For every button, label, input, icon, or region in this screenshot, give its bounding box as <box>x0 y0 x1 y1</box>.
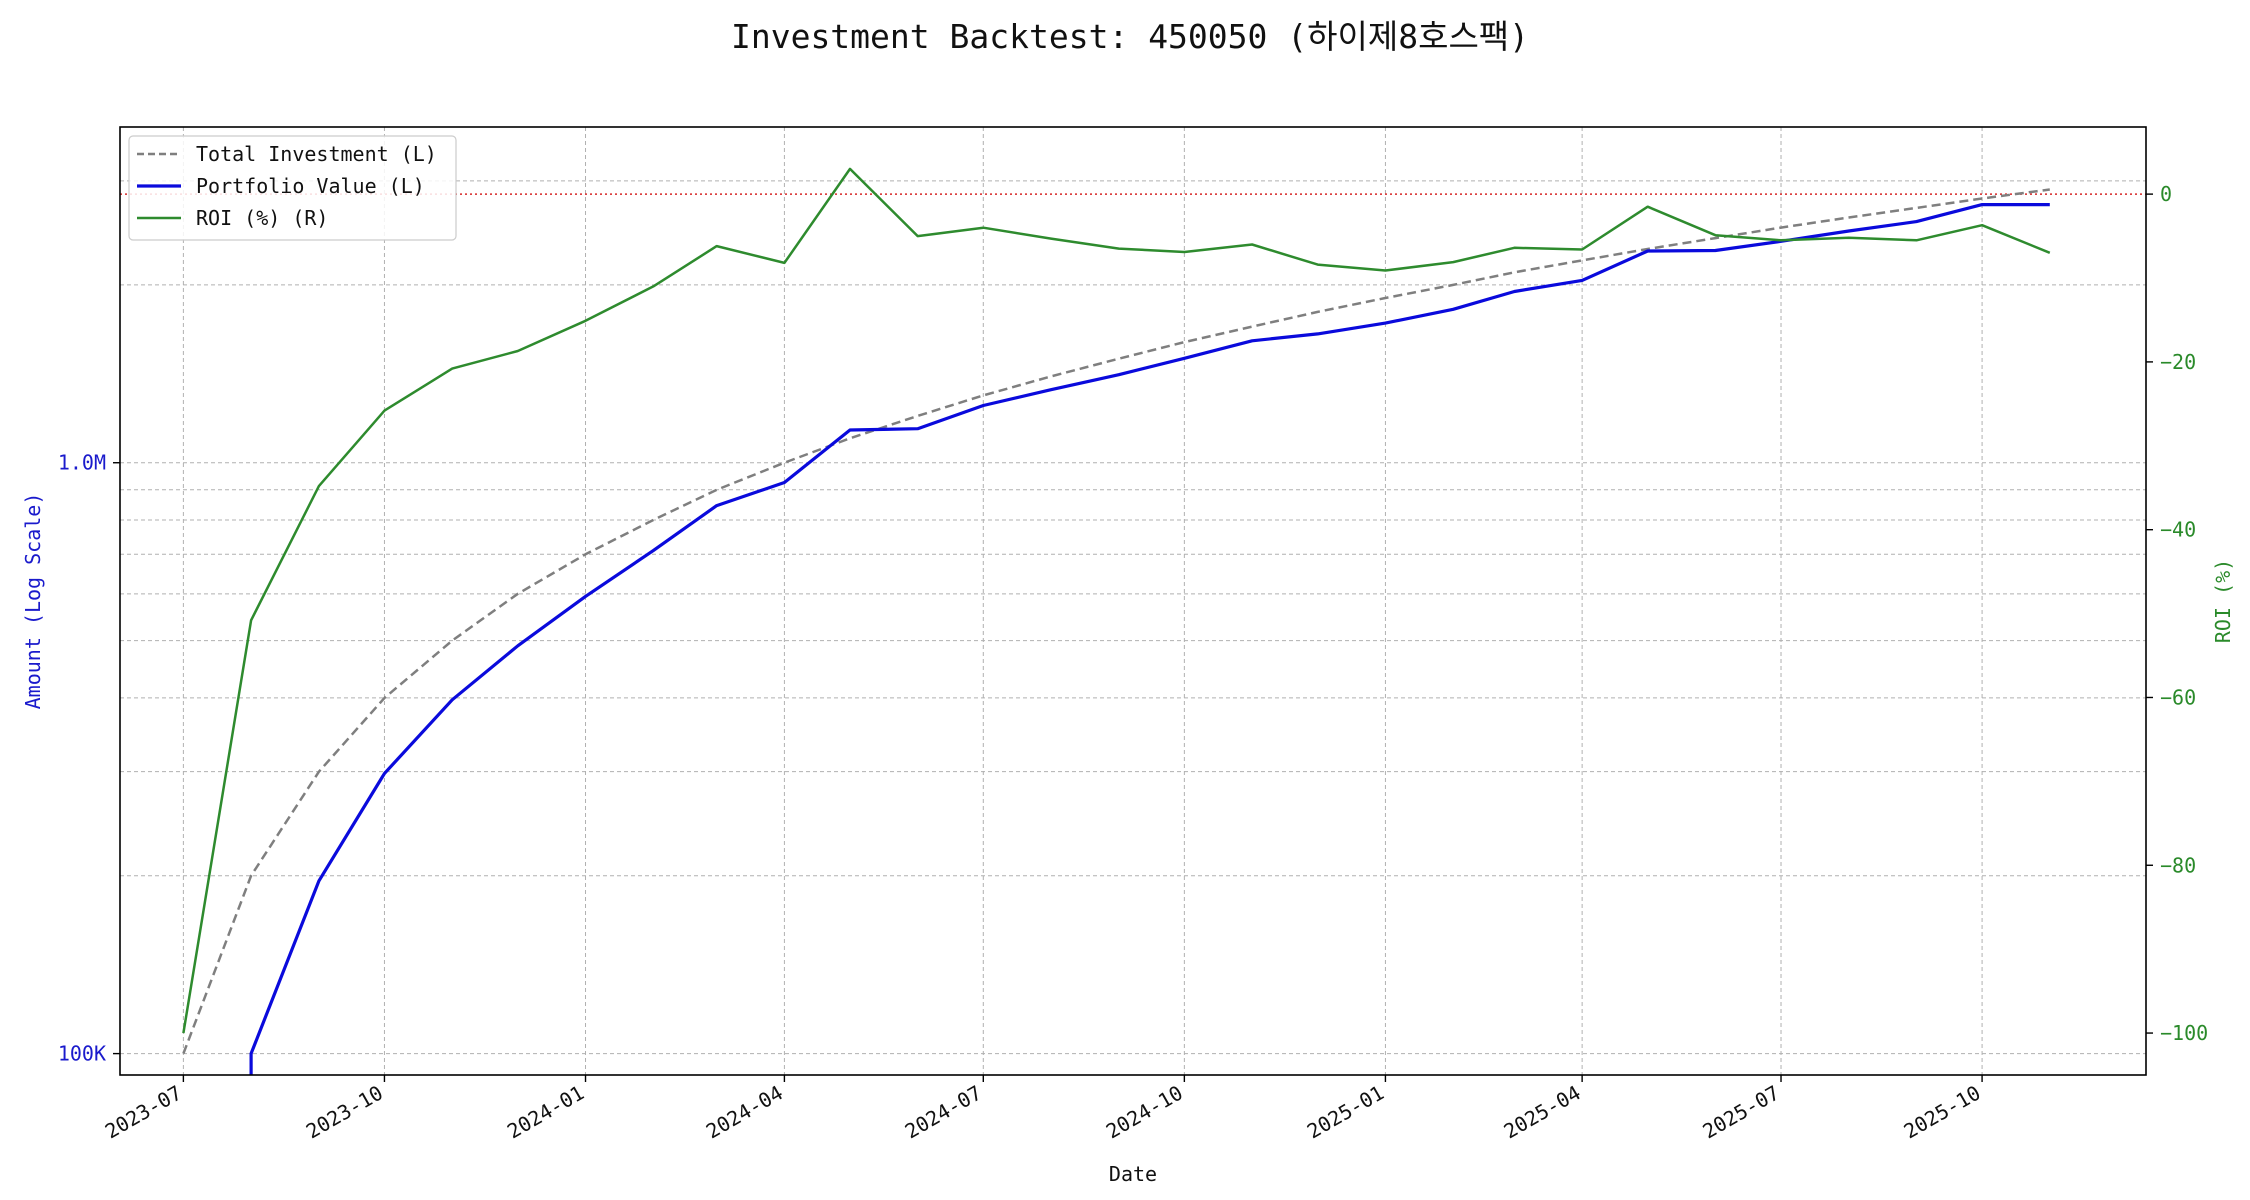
plot-frame <box>119 126 2147 1076</box>
x-tick-label-8: 2025-07 <box>1699 1081 1784 1144</box>
legend-label-total-investment: Total Investment (L) <box>196 142 437 166</box>
x-axis-label: Date <box>1109 1162 1157 1186</box>
x-tick-label-1: 2023-10 <box>302 1081 387 1144</box>
roi-line <box>182 167 2051 1034</box>
legend-box <box>128 135 457 241</box>
x-tick-label-4: 2024-07 <box>901 1081 986 1144</box>
left-tick-label-1: 1.0M <box>58 451 106 475</box>
left-axis-ticks: 100K 1.0M <box>58 451 120 1066</box>
left-tick-label-0: 100K <box>58 1042 106 1066</box>
right-axis-ticks: 0 −20 −40 −60 −80 −100 <box>2146 182 2208 1045</box>
grid-lines <box>120 127 2146 1075</box>
right-tick-label-5: −100 <box>2160 1021 2208 1045</box>
series-lines <box>182 167 2051 1075</box>
left-axis-label: Amount (Log Scale) <box>21 493 45 710</box>
chart-title: Investment Backtest: 450050 (하이제8호스팩) <box>731 17 1529 56</box>
x-axis-ticks: 2023-07 2023-10 2024-01 2024-04 2024-07 2024-… <box>101 1075 1985 1143</box>
x-tick-label-2: 2024-01 <box>503 1081 588 1144</box>
right-tick-label-0: 0 <box>2160 182 2172 206</box>
x-tick-label-6: 2025-01 <box>1303 1081 1388 1144</box>
portfolio-value-line <box>249 203 2050 1075</box>
right-tick-label-2: −40 <box>2160 518 2196 542</box>
legend-label-roi: ROI (%) (R) <box>196 206 328 230</box>
legend-label-portfolio-value: Portfolio Value (L) <box>196 174 425 198</box>
x-tick-label-0: 2023-07 <box>101 1081 186 1144</box>
right-tick-label-4: −80 <box>2160 853 2196 877</box>
right-tick-label-1: −20 <box>2160 350 2196 374</box>
x-tick-label-9: 2025-10 <box>1900 1081 1985 1144</box>
total-investment-line <box>182 188 2050 1055</box>
x-tick-label-3: 2024-04 <box>702 1081 787 1144</box>
legend: Total Investment (L) Portfolio Value (L)… <box>128 135 457 241</box>
x-tick-label-5: 2024-10 <box>1102 1081 1187 1144</box>
right-axis-label: ROI (%) <box>2211 559 2235 643</box>
right-tick-label-3: −60 <box>2160 685 2196 709</box>
x-tick-label-7: 2025-04 <box>1500 1081 1585 1144</box>
